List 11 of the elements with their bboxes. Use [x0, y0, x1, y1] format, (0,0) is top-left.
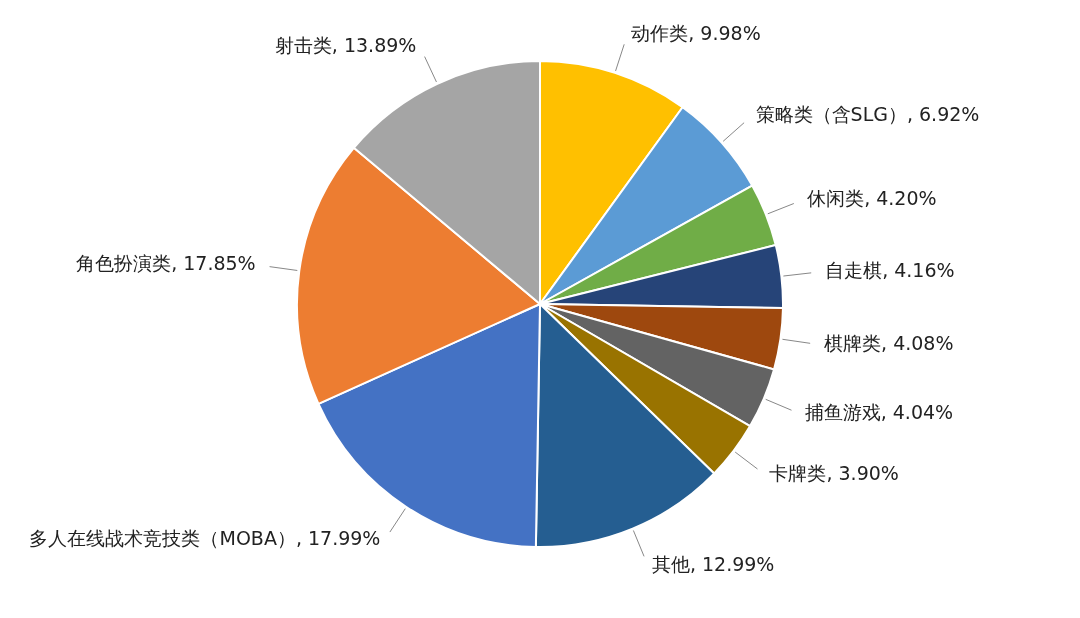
slice-label: 动作类, 9.98%	[631, 21, 761, 44]
slice-label: 其他, 12.99%	[651, 552, 775, 575]
slice-label: 捕鱼游戏, 4.04%	[804, 401, 954, 424]
slice-label: 棋牌类, 4.08%	[824, 331, 954, 354]
slice-label: 休闲类, 4.20%	[807, 186, 937, 209]
slice-label: 策略类（含SLG）, 6.92%	[755, 102, 980, 125]
slice-label: 多人在线战术竞技类（MOBA）, 17.99%	[29, 527, 381, 550]
slice-label: 射击类, 13.89%	[274, 34, 417, 57]
slice-label: 角色扮演类, 17.85%	[76, 252, 256, 275]
slice-label: 自走棋, 4.16%	[825, 258, 955, 281]
slice-label: 卡牌类, 3.90%	[769, 461, 899, 484]
